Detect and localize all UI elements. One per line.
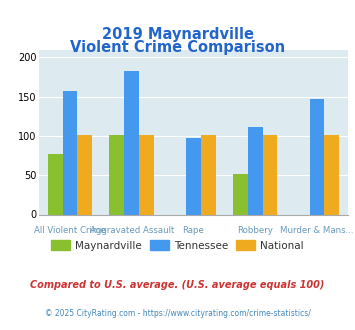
Bar — [139, 135, 154, 214]
Bar — [310, 99, 324, 214]
Bar — [186, 138, 201, 214]
Bar — [77, 135, 92, 214]
Bar — [109, 135, 124, 214]
Text: Aggravated Assault: Aggravated Assault — [89, 226, 174, 235]
Bar — [248, 127, 263, 214]
Text: All Violent Crime: All Violent Crime — [34, 226, 106, 235]
Text: Compared to U.S. average. (U.S. average equals 100): Compared to U.S. average. (U.S. average … — [30, 280, 325, 290]
Text: Murder & Mans...: Murder & Mans... — [280, 226, 354, 235]
Bar — [233, 174, 248, 214]
Text: Violent Crime Comparison: Violent Crime Comparison — [70, 40, 285, 55]
Text: Robbery: Robbery — [237, 226, 273, 235]
Text: 2019 Maynardville: 2019 Maynardville — [102, 27, 253, 42]
Bar — [263, 135, 278, 214]
Text: © 2025 CityRating.com - https://www.cityrating.com/crime-statistics/: © 2025 CityRating.com - https://www.city… — [45, 309, 310, 318]
Bar — [48, 154, 62, 214]
Text: Rape: Rape — [182, 226, 204, 235]
Bar — [62, 91, 77, 214]
Bar — [324, 135, 339, 214]
Bar — [201, 135, 216, 214]
Legend: Maynardville, Tennessee, National: Maynardville, Tennessee, National — [47, 236, 308, 255]
Bar — [124, 71, 139, 215]
